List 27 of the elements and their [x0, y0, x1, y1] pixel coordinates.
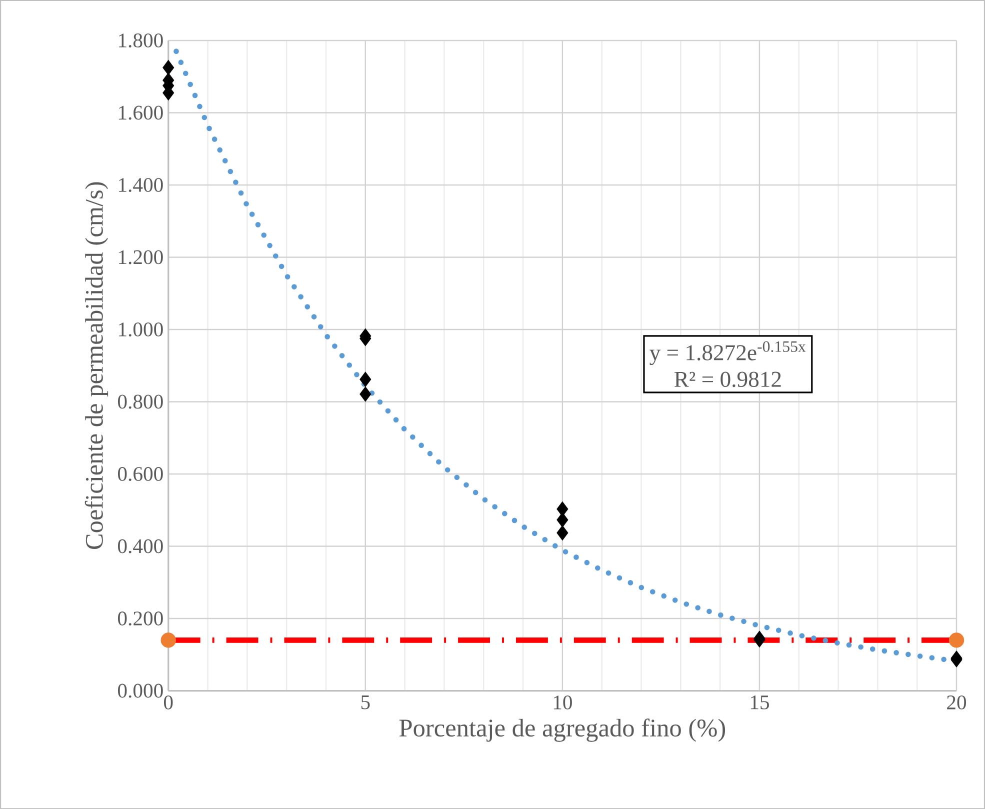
y-tick-label: 0.800	[118, 394, 163, 409]
y-tick-label: 0.200	[118, 611, 163, 626]
y-axis-title: Coeficiente de permeabilidad (cm/s)	[84, 182, 108, 549]
y-tick-label: 1.200	[119, 250, 163, 264]
point	[162, 60, 174, 76]
x-tick-label: 15	[750, 695, 769, 710]
x-tick-label: 5	[361, 695, 370, 710]
x-tick-label: 20	[947, 695, 966, 710]
y-tick-label: 1.400	[119, 178, 163, 192]
point	[360, 372, 372, 387]
y-tick-label: 0.000	[118, 684, 163, 698]
y-tick-label: 0.600	[118, 466, 163, 481]
point	[556, 512, 568, 528]
x-tick-label: 10	[554, 695, 572, 710]
point	[556, 525, 568, 540]
x-axis-title: Porcentaje de agregado fino (%)	[399, 718, 726, 742]
annotation: R² = 0.9812	[674, 372, 781, 388]
annotation: y = 1.8272e$^{-0.155x}$	[650, 341, 806, 365]
point	[556, 501, 568, 517]
y-tick-label: 1.800	[119, 33, 163, 48]
point	[160, 632, 176, 648]
y-tick-label: 0.400	[118, 539, 163, 554]
y-tick-label: 1.600	[119, 106, 163, 120]
point	[948, 632, 964, 648]
y-tick-label: 1.000	[119, 322, 163, 336]
point	[360, 386, 372, 402]
x-tick-label: 0	[164, 695, 173, 710]
